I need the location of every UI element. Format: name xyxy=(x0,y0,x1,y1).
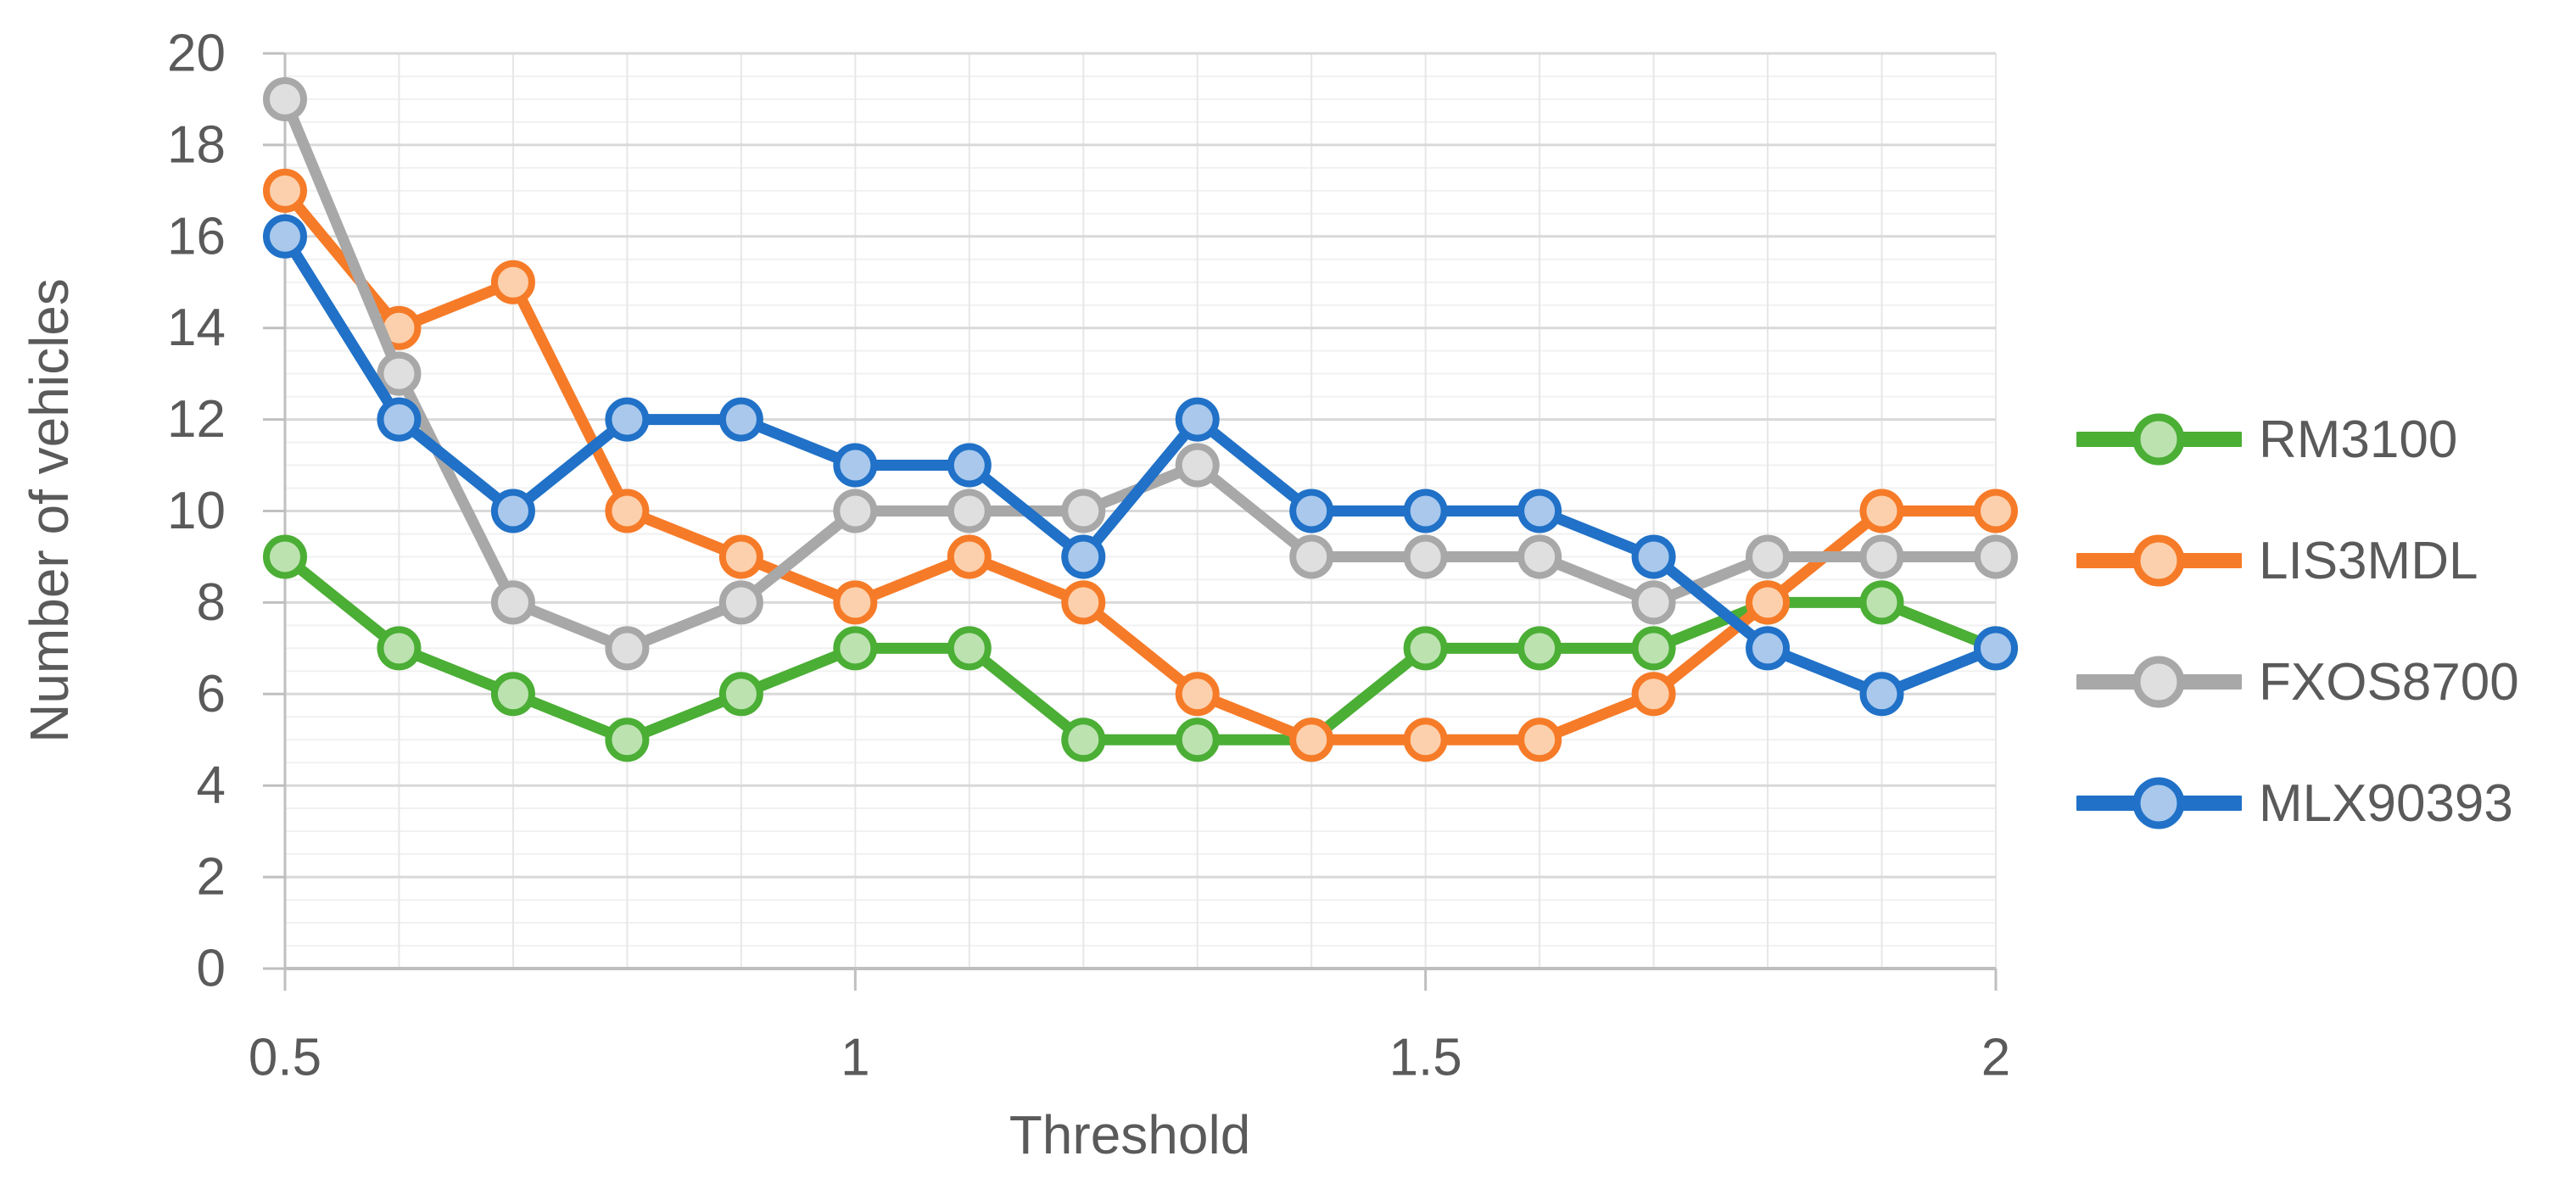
legend-item-MLX90393: MLX90393 xyxy=(2076,773,2519,833)
data-point-marker-FXOS8700 xyxy=(1517,534,1562,579)
data-point-marker-FXOS8700 xyxy=(1175,443,1220,488)
data-point-marker-MLX90393 xyxy=(1403,489,1448,533)
x-tick-label: 1 xyxy=(841,1029,869,1087)
y-tick-label: 18 xyxy=(167,115,226,174)
data-point-marker-RM3100 xyxy=(947,626,992,671)
chart-legend: RM3100 LIS3MDL FXOS8700 MLX90393 xyxy=(2076,410,2519,833)
y-tick-label: 20 xyxy=(167,25,226,83)
y-tick-label: 14 xyxy=(167,299,226,357)
data-point-marker-FXOS8700 xyxy=(1859,534,1904,579)
data-point-marker-LIS3MDL xyxy=(490,260,535,304)
data-point-marker-RM3100 xyxy=(1517,626,1562,671)
data-point-marker-MLX90393 xyxy=(1746,626,1791,671)
legend-marker-icon xyxy=(2076,777,2242,829)
data-point-marker-MLX90393 xyxy=(263,214,307,259)
data-point-marker-MLX90393 xyxy=(833,443,878,488)
y-tick-label: 12 xyxy=(167,390,226,449)
y-tick-label: 2 xyxy=(197,848,226,907)
data-point-marker-RM3100 xyxy=(605,718,650,762)
data-point-marker-LIS3MDL xyxy=(1061,580,1106,625)
legend-marker-icon xyxy=(2076,656,2242,708)
data-point-marker-FXOS8700 xyxy=(833,489,878,533)
data-point-marker-LIS3MDL xyxy=(1517,718,1562,762)
data-point-marker-LIS3MDL xyxy=(1289,718,1334,762)
legend-item-FXOS8700: FXOS8700 xyxy=(2076,652,2519,712)
y-axis-title: Number of vehicles xyxy=(19,278,80,743)
data-point-marker-LIS3MDL xyxy=(1974,489,2018,533)
data-point-marker-MLX90393 xyxy=(718,397,763,442)
data-point-marker-MLX90393 xyxy=(490,489,535,533)
legend-item-RM3100: RM3100 xyxy=(2076,410,2519,469)
data-point-marker-LIS3MDL xyxy=(263,168,307,213)
y-tick-label: 10 xyxy=(167,482,226,540)
legend-marker-icon xyxy=(2076,413,2242,466)
data-point-marker-FXOS8700 xyxy=(605,626,650,671)
data-point-marker-FXOS8700 xyxy=(947,489,992,533)
data-point-marker-RM3100 xyxy=(377,626,422,671)
y-tick-label: 6 xyxy=(197,665,226,723)
series-line-MLX90393 xyxy=(279,231,2002,700)
data-point-marker-LIS3MDL xyxy=(833,580,878,625)
data-point-marker-FXOS8700 xyxy=(1403,534,1448,579)
data-point-marker-LIS3MDL xyxy=(1631,672,1676,717)
data-point-marker-RM3100 xyxy=(833,626,878,671)
data-point-marker-LIS3MDL xyxy=(1175,672,1220,717)
data-point-marker-RM3100 xyxy=(1061,718,1106,762)
data-point-marker-FXOS8700 xyxy=(377,351,422,396)
data-point-marker-MLX90393 xyxy=(947,443,992,488)
data-point-marker-LIS3MDL xyxy=(605,489,650,533)
legend-label: LIS3MDL xyxy=(2259,531,2478,590)
series-line-LIS3MDL xyxy=(279,185,2002,745)
x-tick-label: 1.5 xyxy=(1389,1029,1462,1087)
legend-label: RM3100 xyxy=(2259,410,2458,469)
data-point-marker-FXOS8700 xyxy=(1631,580,1676,625)
legend-item-LIS3MDL: LIS3MDL xyxy=(2076,531,2519,590)
x-axis-title: Threshold xyxy=(1009,1104,1251,1165)
data-point-marker-RM3100 xyxy=(263,534,307,579)
data-point-marker-MLX90393 xyxy=(1974,626,2018,671)
series-line-RM3100 xyxy=(279,550,2002,745)
x-tick-label: 0.5 xyxy=(249,1029,321,1087)
data-point-marker-FXOS8700 xyxy=(263,76,307,121)
data-point-marker-FXOS8700 xyxy=(1746,534,1791,579)
data-point-marker-FXOS8700 xyxy=(1974,534,2018,579)
y-tick-label: 8 xyxy=(197,573,226,632)
legend-label: MLX90393 xyxy=(2259,773,2513,833)
legend-marker-icon xyxy=(2076,534,2242,587)
data-point-marker-MLX90393 xyxy=(1631,534,1676,579)
data-point-marker-RM3100 xyxy=(1403,626,1448,671)
data-point-marker-LIS3MDL xyxy=(718,534,763,579)
data-point-marker-LIS3MDL xyxy=(947,534,992,579)
data-point-marker-MLX90393 xyxy=(1175,397,1220,442)
data-point-marker-MLX90393 xyxy=(1061,534,1106,579)
data-point-marker-FXOS8700 xyxy=(1061,489,1106,533)
data-point-marker-MLX90393 xyxy=(377,397,422,442)
data-point-marker-RM3100 xyxy=(718,672,763,717)
data-point-marker-RM3100 xyxy=(490,672,535,717)
data-point-marker-FXOS8700 xyxy=(1289,534,1334,579)
data-point-marker-MLX90393 xyxy=(1289,489,1334,533)
y-tick-label: 4 xyxy=(197,757,226,815)
data-point-marker-FXOS8700 xyxy=(490,580,535,625)
data-point-marker-LIS3MDL xyxy=(1403,718,1448,762)
data-point-marker-RM3100 xyxy=(1175,718,1220,762)
legend-label: FXOS8700 xyxy=(2259,652,2519,712)
data-point-marker-MLX90393 xyxy=(605,397,650,442)
data-point-marker-RM3100 xyxy=(1859,580,1904,625)
data-point-marker-LIS3MDL xyxy=(1746,580,1791,625)
x-tick-label: 2 xyxy=(1981,1029,2010,1087)
data-point-marker-MLX90393 xyxy=(1859,672,1904,717)
y-tick-label: 0 xyxy=(197,940,226,998)
data-point-marker-MLX90393 xyxy=(1517,489,1562,533)
data-point-marker-RM3100 xyxy=(1631,626,1676,671)
y-tick-label: 16 xyxy=(167,207,226,265)
data-point-marker-FXOS8700 xyxy=(718,580,763,625)
data-point-marker-LIS3MDL xyxy=(1859,489,1904,533)
